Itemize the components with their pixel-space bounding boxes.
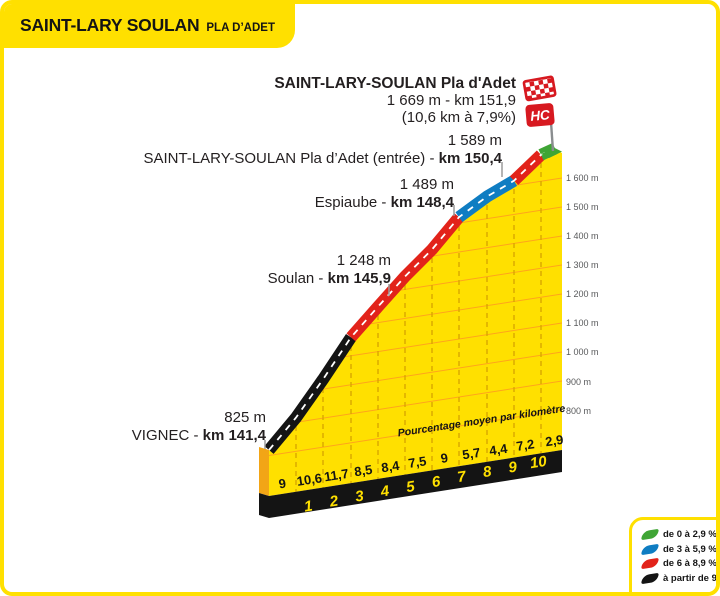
legend-label: de 6 à 8,9 % bbox=[663, 558, 717, 569]
elevation-tick: 1 100 m bbox=[566, 318, 599, 328]
waypoint-label-soulan: 1 248 m Soulan - km 145,9 bbox=[4, 252, 391, 287]
elevation-tick: 1 500 m bbox=[566, 202, 599, 212]
km-tick: 10 bbox=[529, 453, 549, 472]
waypoint-elevation: 1 489 m bbox=[399, 176, 454, 193]
km-tick: 5 bbox=[405, 478, 416, 496]
legend-swatch-black-icon bbox=[641, 572, 659, 584]
gradient-value: 11,7 bbox=[323, 466, 350, 484]
waypoint-name-km: VIGNEC - km 141,4 bbox=[131, 426, 266, 444]
km-tick: 6 bbox=[431, 473, 442, 491]
legend-label: à partir de 9 % bbox=[663, 572, 717, 584]
legend-label: de 0 à 2,9 % bbox=[663, 529, 717, 540]
elevation-axis: 1 600 m 1 500 m 1 400 m 1 300 m 1 200 m … bbox=[566, 173, 599, 416]
km-tick: 7 bbox=[456, 468, 467, 486]
gradient-value: 9 bbox=[440, 450, 449, 466]
route-badge: SAINT-LARY SOULAN PLA D’ADET bbox=[4, 4, 295, 48]
legend-swatch-blue-icon bbox=[641, 543, 659, 555]
waypoint-name-km: SAINT-LARY-SOULAN Pla d’Adet (entrée) - … bbox=[143, 149, 502, 167]
gradient-value: 10,6 bbox=[296, 470, 323, 489]
elevation-tick: 1 300 m bbox=[566, 260, 599, 270]
waypoint-label-entree: 1 589 m SAINT-LARY-SOULAN Pla d’Adet (en… bbox=[4, 132, 502, 167]
elevation-tick: 900 m bbox=[566, 377, 591, 387]
legend-item: à partir de 9 % bbox=[641, 572, 716, 584]
legend-item: de 6 à 8,9 % bbox=[641, 557, 717, 570]
km-tick: 2 bbox=[328, 492, 340, 510]
elevation-tick: 1 600 m bbox=[566, 173, 599, 183]
km-tick: 9 bbox=[507, 458, 518, 476]
elevation-tick: 1 200 m bbox=[566, 289, 599, 299]
hc-label: HC bbox=[530, 107, 551, 124]
km-tick: 1 bbox=[303, 498, 314, 516]
gradient-value: 7,2 bbox=[515, 436, 535, 454]
summit-stats: (10,6 km à 7,9%) bbox=[401, 109, 516, 126]
waypoint-name-km: Soulan - km 145,9 bbox=[267, 269, 391, 287]
summit-roof bbox=[541, 147, 562, 158]
gradient-value: 8,4 bbox=[380, 458, 401, 476]
summit-name: SAINT-LARY-SOULAN Pla d'Adet bbox=[274, 75, 516, 92]
profile-area bbox=[269, 148, 562, 496]
route-badge-title: SAINT-LARY SOULAN bbox=[20, 15, 200, 35]
waypoint-label-espiaube: 1 489 m Espiaube - km 148,4 bbox=[4, 176, 454, 211]
gradient-value: 9 bbox=[278, 476, 287, 492]
summit-pole bbox=[549, 121, 555, 152]
gradient-value: 8,5 bbox=[353, 462, 373, 480]
legend-swatch-red-icon bbox=[641, 557, 659, 570]
legend-swatch-green-icon bbox=[641, 528, 659, 541]
route-badge-subtitle: PLA D’ADET bbox=[206, 22, 275, 34]
gradient-value: 5,7 bbox=[461, 445, 481, 463]
gradient-value: 4,4 bbox=[488, 441, 509, 459]
legend-item: de 3 à 5,9 % bbox=[641, 543, 717, 555]
km-band bbox=[269, 450, 562, 518]
waypoint-elevation: 1 248 m bbox=[336, 252, 391, 269]
hc-badge: HC bbox=[525, 103, 555, 127]
km-tick: 8 bbox=[482, 463, 493, 481]
profile-left-face bbox=[259, 447, 269, 496]
gradient-value: 7,5 bbox=[407, 453, 427, 471]
summit-detail: 1 669 m - km 151,9 bbox=[386, 92, 516, 109]
km-tick: 4 bbox=[379, 482, 391, 500]
elevation-tick: 800 m bbox=[566, 406, 591, 416]
road-centerline bbox=[268, 148, 554, 451]
km-band-left-cap bbox=[259, 493, 269, 518]
elevation-tick: 1 000 m bbox=[566, 347, 599, 357]
climb-profile-chart: HC Pourcentage moyen par kilomètre 9 10,… bbox=[259, 75, 599, 518]
waypoint-label-vignec: 825 m VIGNEC - km 141,4 bbox=[4, 409, 266, 444]
waypoint-elevation: 1 589 m bbox=[447, 132, 502, 149]
km-axis: 1 2 3 4 5 6 7 8 9 10 bbox=[303, 453, 549, 516]
gradient-value: 2,9 bbox=[544, 432, 564, 450]
km-tick: 3 bbox=[354, 487, 365, 505]
waypoint-ticks bbox=[264, 162, 503, 449]
checkered-flag-icon bbox=[522, 75, 557, 102]
waypoint-elevation: 825 m bbox=[224, 409, 266, 426]
elevation-tick: 1 400 m bbox=[566, 231, 599, 241]
waypoint-name-km: Espiaube - km 148,4 bbox=[314, 193, 454, 211]
legend-label: de 3 à 5,9 % bbox=[663, 543, 717, 555]
km-gridlines bbox=[295, 154, 542, 496]
gradient-legend: de 0 à 2,9 % de 3 à 5,9 % de 6 à 8,9 % à… bbox=[629, 517, 717, 592]
legend-item: de 0 à 2,9 % bbox=[641, 528, 717, 541]
summit-label: SAINT-LARY-SOULAN Pla d'Adet 1 669 m - k… bbox=[4, 75, 516, 126]
gradient-values: 9 10,6 11,7 8,5 8,4 7,5 9 5,7 4,4 7,2 2,… bbox=[278, 432, 565, 492]
